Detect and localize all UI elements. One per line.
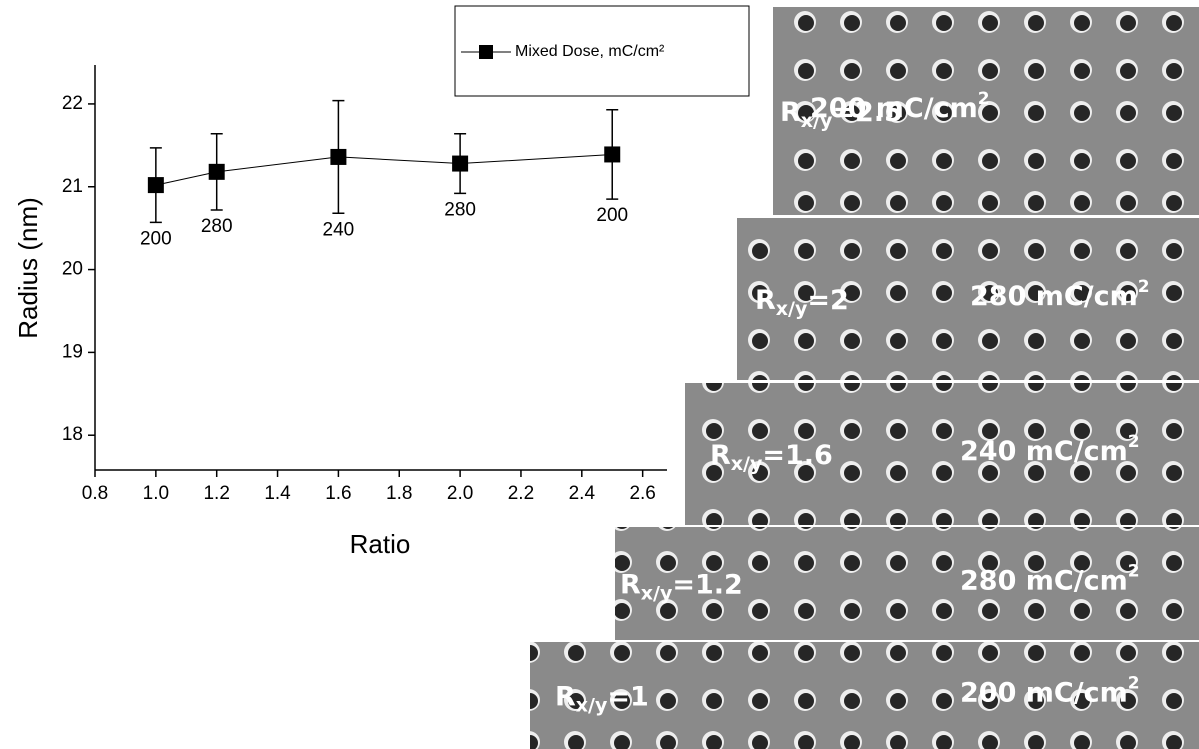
point <box>147 177 164 194</box>
ratio-ratio: =1.6 <box>762 440 832 471</box>
sem-image <box>615 527 1199 640</box>
point-label: 200 <box>596 205 628 226</box>
ratio-ratio: =1 <box>607 681 648 712</box>
sem-image <box>773 7 1199 215</box>
x-tick-label: 0.8 <box>82 483 108 504</box>
y-tick-label: 22 <box>62 93 83 114</box>
ratio-ratio: =2 <box>807 285 848 316</box>
chart: Ratio Radius (nm) 18 19 20 21 22 0.8 1.0 1.2 1.4… <box>13 5 750 559</box>
point <box>330 148 347 165</box>
ratio-symbol: R <box>780 97 801 128</box>
point-label: 280 <box>444 199 476 220</box>
dose: 200 mC/cm <box>810 93 978 124</box>
dose-label: 200 mC/cm2 <box>810 89 990 124</box>
x-tick-label: 2.2 <box>508 483 534 504</box>
y-tick-label: 21 <box>62 176 83 197</box>
ratio-label: Rx/y=2 <box>755 285 849 320</box>
x-tick-label: 1.8 <box>386 483 412 504</box>
x-tick-label: 1.0 <box>143 483 169 504</box>
ratio-symbol: R <box>710 440 731 471</box>
x-tick-label: 2.6 <box>629 483 655 504</box>
x-axis-label: Ratio <box>350 529 411 559</box>
dose-sup: 2 <box>1128 674 1140 694</box>
x-tick-label: 2.4 <box>569 483 596 504</box>
x-tick-label: 2.0 <box>447 483 473 504</box>
x-tick-label: 1.2 <box>203 483 229 504</box>
ratio-ratio: =2.5 <box>832 97 902 128</box>
ratio-symbol: R <box>555 681 576 712</box>
dose: 200 mC/cm <box>960 677 1128 708</box>
dose-label: 200 mC/cm2 <box>960 674 1140 709</box>
ratio-label: Rx/y=1.6 <box>710 440 833 475</box>
dose: 280 mC/cm <box>960 565 1128 596</box>
point <box>208 163 225 180</box>
point <box>604 146 621 163</box>
dose: 240 mC/cm <box>960 436 1128 467</box>
dose: 280 mC/cm <box>970 281 1138 312</box>
point-label: 200 <box>140 228 172 249</box>
ratio-subscript: x/y <box>641 582 673 604</box>
y-axis-label: Radius (nm) <box>13 197 43 339</box>
ratio-label: Rx/y=2.5 <box>780 97 903 132</box>
legend-box <box>454 5 750 97</box>
legend-marker <box>479 45 493 59</box>
dose-sup: 2 <box>1128 562 1140 582</box>
sem-image <box>685 383 1199 525</box>
ratio-ratio: =1.2 <box>672 569 742 600</box>
y-tick-label: 20 <box>62 259 83 280</box>
dose-label: 280 mC/cm2 <box>970 277 1150 312</box>
point <box>452 155 469 172</box>
ratio-symbol: R <box>620 569 641 600</box>
point-label: 280 <box>201 216 233 237</box>
sem-image <box>737 218 1199 380</box>
point-label: 240 <box>323 219 355 240</box>
ratio-subscript: x/y <box>731 453 763 475</box>
dose-label: 240 mC/cm2 <box>960 432 1140 467</box>
ratio-subscript: x/y <box>776 298 808 320</box>
y-tick-label: 19 <box>62 341 83 362</box>
dose-sup: 2 <box>1138 277 1150 297</box>
dose-label: 280 mC/cm2 <box>960 562 1140 597</box>
x-tick-label: 1.4 <box>264 483 291 504</box>
dose-sup: 2 <box>978 89 990 109</box>
x-tick-label: 1.6 <box>325 483 351 504</box>
ratio-subscript: x/y <box>801 110 833 132</box>
ratio-label: Rx/y=1.2 <box>620 569 743 604</box>
ratio-subscript: x/y <box>576 694 608 716</box>
legend-label: Mixed Dose, mC/cm² <box>515 43 665 60</box>
ratio-symbol: R <box>755 285 776 316</box>
dose-sup: 2 <box>1128 432 1140 452</box>
y-tick-label: 18 <box>62 424 83 445</box>
sem-image <box>530 642 1199 749</box>
ratio-label: Rx/y=1 <box>555 681 649 716</box>
